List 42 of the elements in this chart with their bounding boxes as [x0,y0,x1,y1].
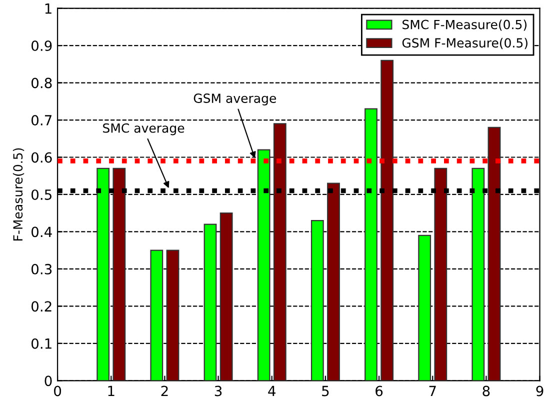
y-tick-label: 0.2 [32,301,52,312]
bar [166,250,180,381]
x-tick-label: 0 [54,386,62,396]
y-tick-label: 0.9 [32,40,52,52]
y-tick-label: 0.1 [32,338,52,349]
x-tick-label: 9 [536,386,544,396]
ref-line-label: GSM average [194,94,276,106]
bar [310,220,324,381]
bar [257,149,270,381]
bar [327,182,340,381]
bar [220,212,233,381]
bar [112,168,126,381]
y-tick-label: 0.4 [32,226,52,238]
x-tick-label: 5 [322,386,329,396]
x-tick-label: 8 [482,386,490,396]
y-axis-title: F-Measure(0.5) [12,148,24,240]
bar [418,234,432,381]
y-tick-label: 1 [45,3,52,14]
y-tick-label: 0.6 [32,152,52,163]
bar [434,168,448,381]
y-tick-label: 0.3 [32,264,52,274]
x-tick-label: 3 [214,386,222,396]
y-tick-label: 0 [44,376,52,386]
x-tick-label: 7 [429,386,436,396]
bar [364,108,378,381]
y-tick-label: 0.8 [32,78,52,88]
bar [96,168,110,381]
legend-label: GSM F-Measure(0.5) [402,38,528,50]
bar [488,126,501,381]
bar [150,250,164,381]
x-tick-label: 6 [376,386,383,396]
bar [273,123,286,381]
y-tick-label: 0.7 [32,114,52,126]
bar [380,60,394,381]
ref-line-label: SMC average [103,123,184,136]
bar [472,168,485,381]
bar [204,224,217,381]
x-tick-label: 2 [161,386,168,396]
y-tick-label: 0.5 [32,189,52,200]
x-tick-label: 1 [108,386,114,396]
legend-label: SMC F-Measure(0.5) [402,20,526,31]
x-tick-label: 4 [268,386,276,396]
